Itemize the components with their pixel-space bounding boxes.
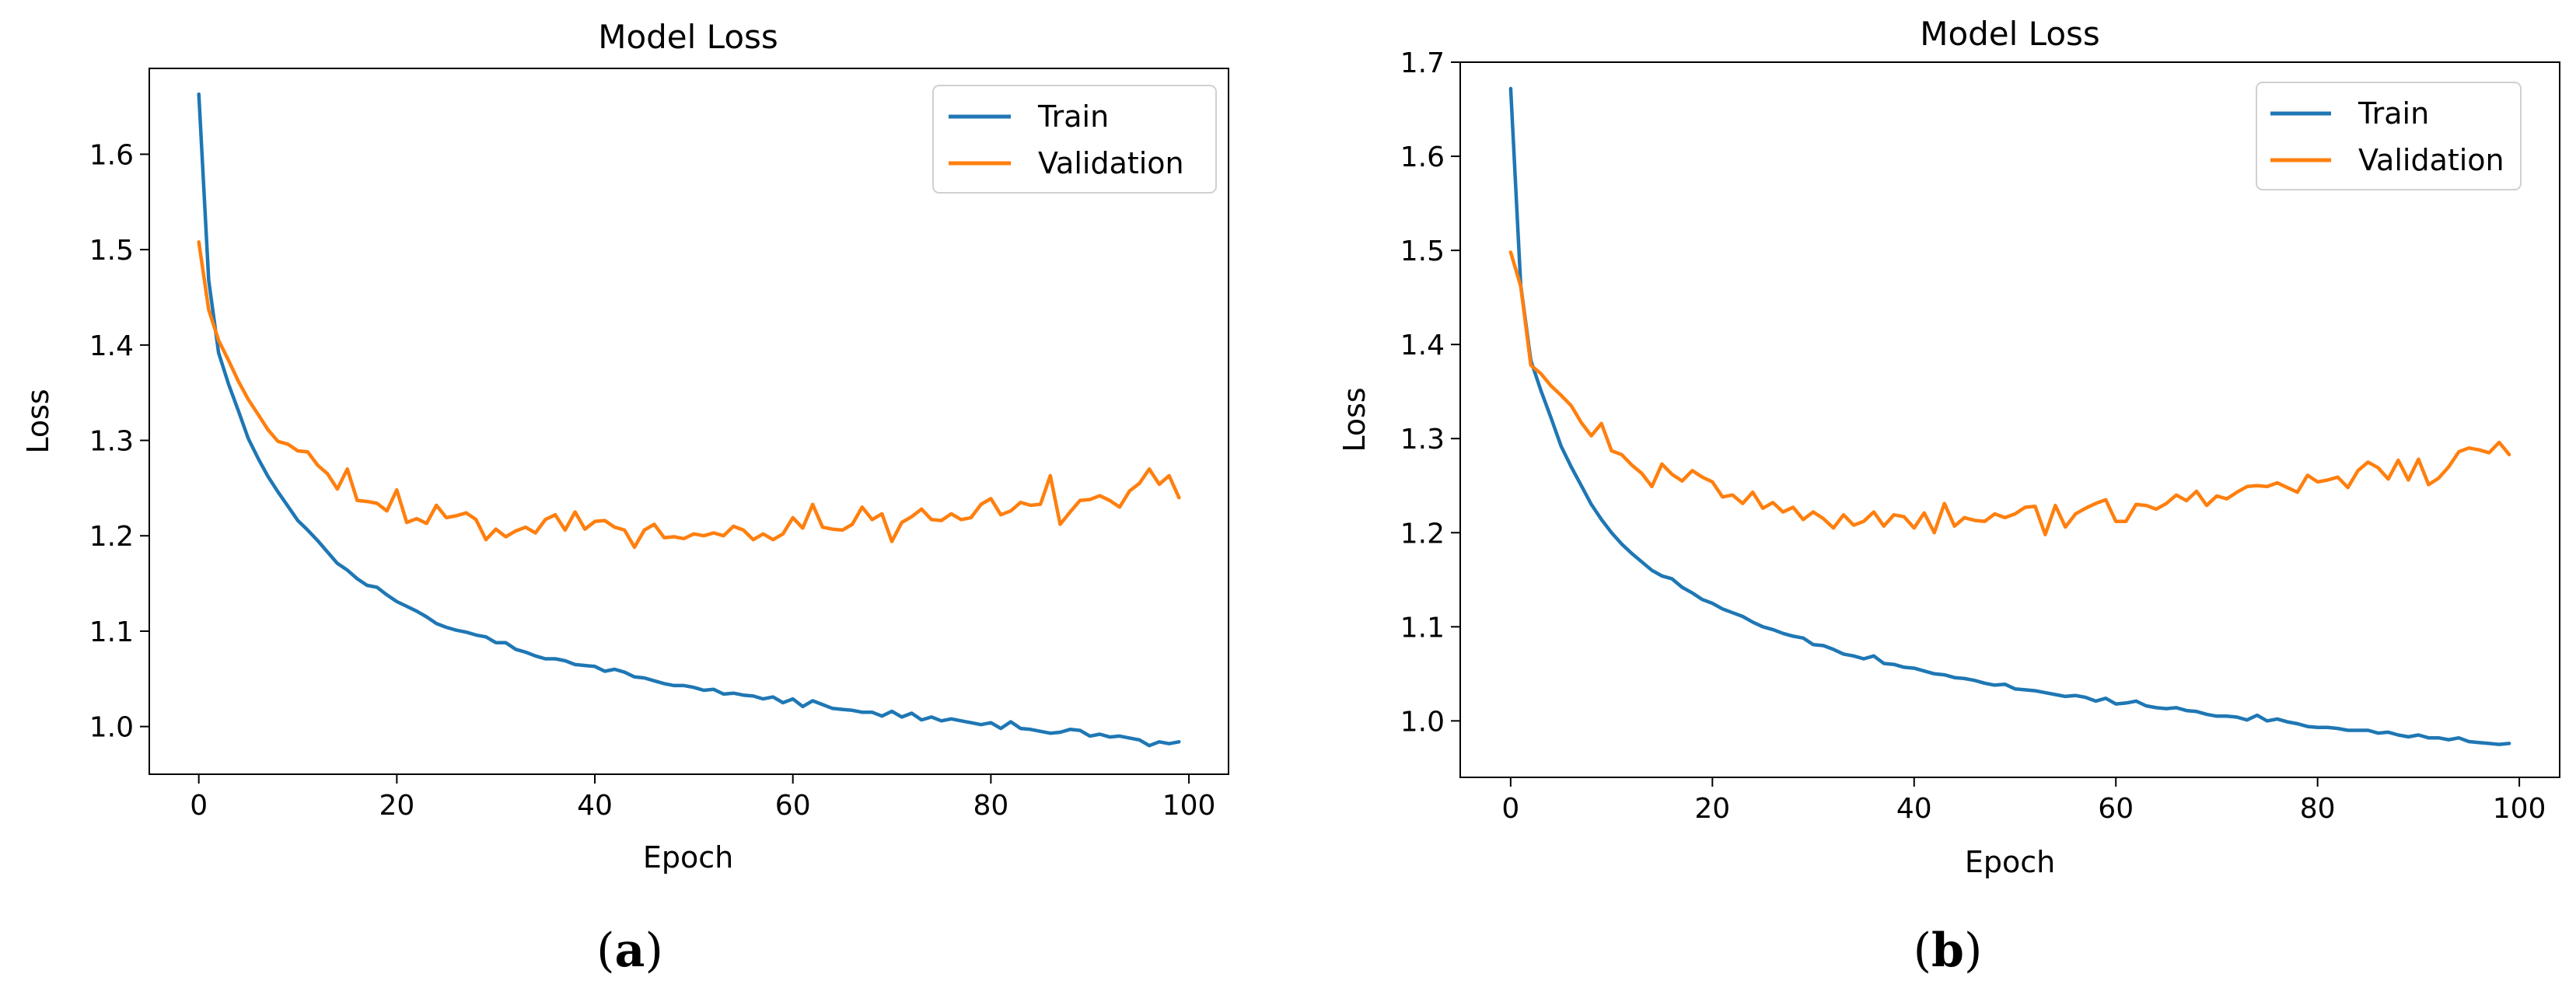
y-tick-label: 1.4 [1400, 330, 1445, 361]
x-tick-label: 40 [577, 790, 613, 822]
y-tick-label: 1.6 [1400, 141, 1445, 173]
chart-title: Model Loss [1920, 15, 2100, 53]
y-tick-label: 1.3 [1400, 424, 1445, 456]
panel-a: Model Loss 0 20 40 60 80 100 1.0 1.1 1.2 1.3 1.4 1… [21, 18, 1229, 978]
x-tick-label: 20 [379, 790, 414, 822]
plot-frame [149, 68, 1229, 775]
x-tick-label: 80 [973, 790, 1008, 822]
x-tick-label: 20 [1694, 793, 1730, 825]
y-tick-label: 1.0 [1400, 706, 1445, 738]
series-line-validation [1508, 250, 2511, 536]
y-tick-label: 1.5 [89, 235, 134, 267]
y-tick-label: 1.1 [1400, 612, 1445, 644]
x-tick-label: 0 [1501, 793, 1519, 825]
legend-label-validation: Validation [1038, 146, 1184, 180]
y-tick-label: 1.7 [1400, 47, 1445, 79]
legend: Train Validation [932, 85, 1217, 194]
y-tick-label: 1.4 [89, 330, 134, 362]
y-axis-label: Loss [1337, 387, 1372, 452]
y-tick-label: 1.3 [89, 426, 134, 458]
y-tick-label: 1.1 [89, 616, 134, 648]
x-tick-label: 40 [1896, 793, 1932, 825]
series-line-train [197, 92, 1181, 748]
y-axis-label: Loss [21, 389, 55, 453]
x-tick-label: 0 [190, 790, 208, 822]
y-tick-label: 1.6 [89, 139, 134, 171]
y-tick-label: 1.2 [89, 521, 134, 553]
x-tick-label: 60 [775, 790, 811, 822]
legend-frame [932, 85, 1217, 194]
legend-frame [2256, 82, 2522, 190]
legend-label-train: Train [1037, 100, 1109, 134]
chart-title: Model Loss [598, 18, 778, 56]
y-tick-label: 1.5 [1400, 236, 1445, 267]
series-line-train [1508, 86, 2511, 746]
x-tick-label: 60 [2098, 793, 2134, 825]
legend-label-train: Train [2358, 96, 2429, 131]
series-line-validation [197, 240, 1181, 550]
y-tick-label: 1.0 [89, 712, 134, 744]
x-tick-label: 100 [1162, 790, 1216, 822]
panel-b: Model Loss 0 20 40 60 80 100 1.0 1.1 1.2 1.3 1.4 1… [1337, 15, 2560, 978]
x-axis-label: Epoch [643, 840, 733, 875]
panel-caption: (a) [596, 923, 663, 978]
plot-frame [1459, 61, 2560, 778]
x-tick-label: 100 [2493, 793, 2546, 825]
panel-caption: (b) [1914, 923, 1983, 978]
legend: Train Validation [2256, 82, 2522, 190]
legend-label-validation: Validation [2358, 143, 2504, 177]
x-axis-label: Epoch [1965, 845, 2055, 879]
y-tick-label: 1.2 [1400, 518, 1445, 550]
x-tick-label: 80 [2300, 793, 2336, 825]
